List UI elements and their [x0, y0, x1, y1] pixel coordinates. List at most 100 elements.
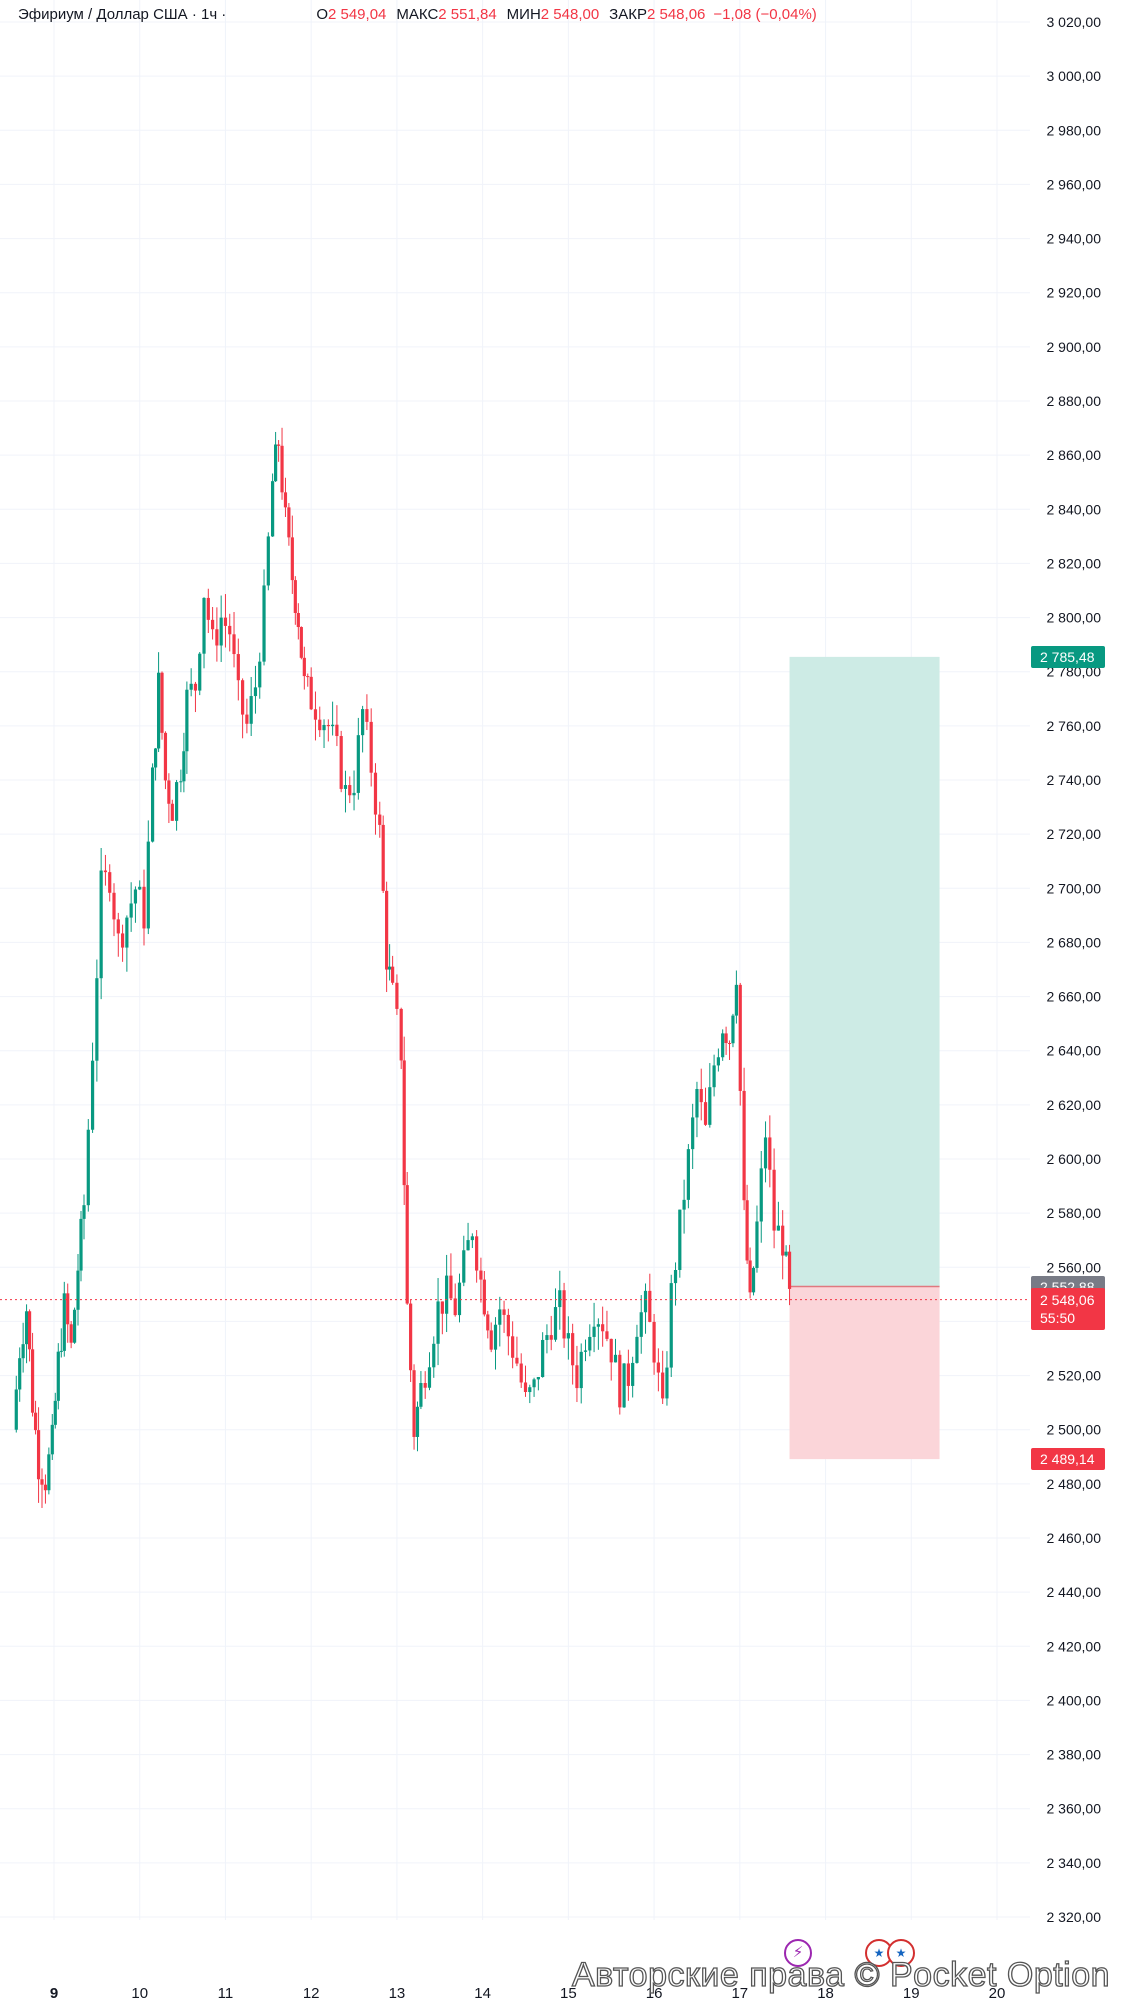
candle-body: [566, 1333, 570, 1339]
y-tick-label-9: 2 840,00: [1047, 501, 1102, 517]
candle-body: [579, 1351, 583, 1389]
candle-body: [206, 597, 210, 620]
candle-body: [409, 1303, 413, 1371]
candle-body: [445, 1275, 449, 1314]
candle-body: [274, 444, 278, 482]
candle-body: [549, 1335, 553, 1340]
candle-body: [59, 1350, 63, 1352]
candle-body: [618, 1354, 622, 1408]
candle-body: [648, 1290, 652, 1322]
candle-body: [318, 719, 322, 731]
candle-body: [738, 984, 742, 1091]
y-tick-label-25: 2 520,00: [1047, 1368, 1102, 1384]
candle-body: [108, 872, 112, 893]
candle-body: [643, 1290, 648, 1313]
candle-body: [283, 492, 288, 508]
candle-body: [748, 1260, 752, 1293]
candle-body: [436, 1301, 440, 1344]
candle-body: [470, 1236, 474, 1241]
candle-body: [669, 1283, 673, 1368]
candle-body: [482, 1279, 486, 1315]
candle-body: [99, 870, 103, 979]
candle-body: [241, 680, 245, 715]
candle-body: [528, 1387, 532, 1393]
candle-body: [30, 1349, 35, 1413]
candle-body: [86, 1129, 90, 1206]
y-tick-label-13: 2 760,00: [1047, 718, 1102, 734]
candle-body: [453, 1298, 457, 1316]
candle-body: [163, 732, 168, 781]
candle-body: [160, 672, 164, 733]
candle-body: [258, 661, 262, 688]
candle-body: [373, 772, 378, 815]
high-value: 2 551,84: [438, 6, 497, 23]
candle-body: [56, 1351, 60, 1401]
low-label: МИН: [506, 6, 541, 23]
x-tick-label-1: 10: [131, 1985, 148, 2000]
y-tick-label-26: 2 500,00: [1047, 1422, 1102, 1438]
candle-body: [36, 1430, 41, 1480]
candle-body: [306, 676, 310, 678]
candle-body: [125, 917, 129, 948]
y-tick-label-8: 2 860,00: [1047, 447, 1102, 463]
candle-body: [763, 1137, 768, 1169]
candle-body: [262, 585, 266, 662]
candle-body: [385, 890, 389, 970]
candle-body: [626, 1363, 630, 1386]
candle-body: [515, 1357, 519, 1364]
candle-body: [76, 1270, 80, 1310]
candle-body: [112, 892, 116, 920]
y-tick-label-14: 2 740,00: [1047, 772, 1102, 788]
candle-body: [784, 1251, 788, 1256]
candle-body: [613, 1354, 618, 1363]
candle-body: [457, 1282, 462, 1316]
candle-body: [331, 724, 335, 727]
target-zone: [789, 656, 940, 1287]
candle-body: [69, 1324, 73, 1343]
candle-body: [755, 1221, 759, 1268]
candle-body: [423, 1383, 427, 1388]
lightning-event-icon[interactable]: ⚡: [784, 1939, 812, 1967]
y-tick-label-21: 2 600,00: [1047, 1151, 1102, 1167]
candle-body: [193, 683, 198, 691]
candle-body: [142, 886, 146, 929]
candle-body: [348, 785, 352, 796]
y-tick-label-34: 2 340,00: [1047, 1855, 1102, 1871]
candle-body: [415, 1406, 420, 1437]
y-tick-label-16: 2 700,00: [1047, 880, 1102, 896]
candle-body: [673, 1270, 678, 1284]
y-tick-label-19: 2 640,00: [1047, 1043, 1102, 1059]
candle-body: [90, 1060, 95, 1130]
candle-body: [339, 736, 343, 789]
y-tick-label-20: 2 620,00: [1047, 1097, 1102, 1113]
x-tick-label-11: 20: [989, 1985, 1006, 2000]
candle-body: [33, 1412, 38, 1431]
candle-body: [682, 1199, 686, 1210]
x-tick-label-8: 17: [731, 1985, 748, 2000]
candle-body: [502, 1309, 506, 1315]
us-flag-event-icon-2[interactable]: ★: [887, 1939, 915, 1967]
candle-body: [66, 1293, 70, 1325]
candle-body: [302, 657, 306, 677]
candle-body: [62, 1293, 66, 1351]
candle-body: [40, 1479, 44, 1485]
candle-body: [691, 1117, 695, 1150]
y-tick-label-27: 2 480,00: [1047, 1476, 1102, 1492]
candle-body: [150, 767, 155, 842]
candle-body: [745, 1200, 749, 1261]
candle-body: [432, 1343, 436, 1368]
candle-body: [541, 1339, 545, 1377]
candle-body: [153, 748, 158, 768]
open-label: О: [316, 6, 328, 23]
y-tick-label-0: 3 020,00: [1047, 14, 1102, 30]
candle-body: [721, 1033, 725, 1058]
y-tick-label-28: 2 460,00: [1047, 1530, 1102, 1546]
candle-body: [787, 1251, 792, 1289]
candle-body: [138, 886, 142, 890]
candle-body: [592, 1326, 596, 1337]
candle-body: [596, 1324, 600, 1327]
candle-body: [170, 803, 174, 821]
candle-body: [299, 627, 303, 658]
candle-body: [772, 1169, 776, 1231]
